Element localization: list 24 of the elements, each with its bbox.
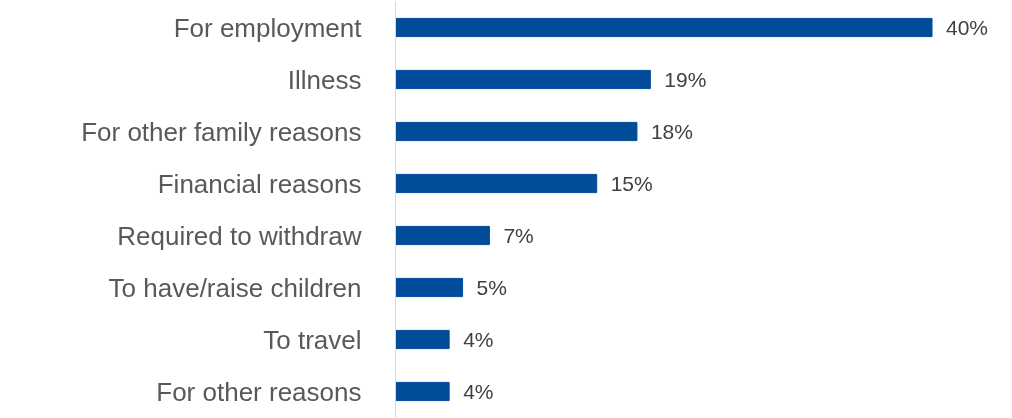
- y-tick-label: For other family reasons: [81, 116, 362, 147]
- bar: [395, 17, 933, 38]
- y-tick-label: Financial reasons: [157, 168, 362, 199]
- y-tick-label: To travel: [263, 324, 362, 355]
- bar: [395, 329, 450, 350]
- data-label: 19%: [664, 68, 707, 91]
- data-label: 5%: [476, 276, 507, 299]
- data-label: 18%: [650, 120, 693, 143]
- y-tick-label: To have/raise children: [108, 272, 362, 303]
- data-label: 4%: [463, 328, 494, 351]
- data-label: 4%: [463, 380, 494, 403]
- data-label: 40%: [946, 16, 989, 39]
- bar: [395, 173, 598, 194]
- bar: [395, 69, 651, 90]
- y-tick-label: Illness: [287, 64, 362, 95]
- data-label: 15%: [610, 172, 653, 195]
- bar: [395, 121, 638, 142]
- data-label: 7%: [503, 224, 534, 247]
- bar: [395, 277, 464, 298]
- bar: [395, 381, 450, 402]
- bar: [395, 225, 490, 246]
- y-tick-label: For other reasons: [156, 376, 362, 407]
- y-tick-label: Required to withdraw: [117, 220, 362, 251]
- y-tick-label: For employment: [173, 12, 363, 43]
